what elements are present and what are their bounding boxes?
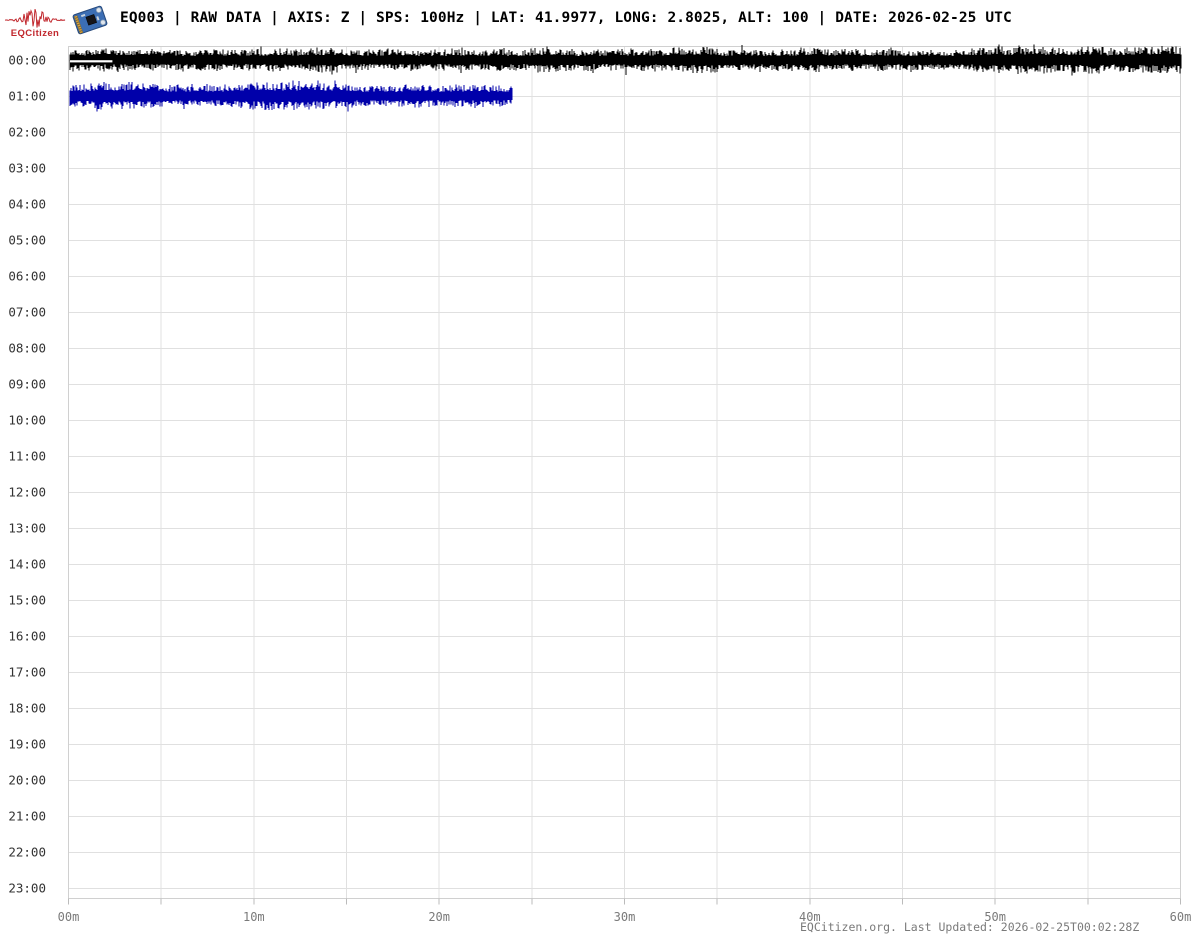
hour-label: 23:00 [8, 881, 46, 896]
x-tick-label: 60m [1170, 910, 1192, 924]
x-axis-ticks [68, 898, 1181, 905]
pcb-component [96, 16, 100, 21]
x-tick-labels: 00m 10m 20m 30m 40m 50m 60m [58, 910, 1192, 924]
hour-label: 11:00 [8, 449, 46, 464]
hour-label: 04:00 [8, 197, 46, 212]
hour-label: 19:00 [8, 737, 46, 752]
grid-vertical-lines [68, 46, 1181, 899]
hour-label: 01:00 [8, 89, 46, 104]
hour-label: 22:00 [8, 845, 46, 860]
trace-flatline-gap [70, 60, 113, 63]
pcb-sensor-icon [72, 5, 108, 35]
hour-label: 15:00 [8, 593, 46, 608]
x-tick-label: 30m [614, 910, 636, 924]
hour-label: 12:00 [8, 485, 46, 500]
footer-last-updated: EQCitizen.org. Last Updated: 2026-02-25T… [800, 920, 1140, 934]
x-tick-label: 40m [799, 910, 821, 924]
hour-label: 20:00 [8, 773, 46, 788]
hour-label: 13:00 [8, 521, 46, 536]
page-title: EQ003 | RAW DATA | AXIS: Z | SPS: 100Hz … [120, 10, 1012, 26]
hour-label: 18:00 [8, 701, 46, 716]
pcb-mount-hole [100, 19, 106, 26]
hour-label: 21:00 [8, 809, 46, 824]
hour-label: 03:00 [8, 161, 46, 176]
eqcitizen-logo: EQCitizen [4, 9, 66, 39]
seismo-waveform-icon [4, 9, 66, 28]
hour-label: 00:00 [8, 53, 46, 68]
x-tick-label: 50m [984, 910, 1006, 924]
brand-wordmark: EQCitizen [11, 28, 59, 39]
x-tick-label: 00m [58, 910, 80, 924]
x-tick-label: 20m [428, 910, 450, 924]
pcb-chip [85, 14, 97, 26]
hour-label: 17:00 [8, 665, 46, 680]
pcb-pins [73, 15, 84, 34]
hour-label: 14:00 [8, 557, 46, 572]
hour-label: 16:00 [8, 629, 46, 644]
hour-label: 08:00 [8, 341, 46, 356]
hour-label: 05:00 [8, 233, 46, 248]
hour-label: 06:00 [8, 269, 46, 284]
hour-label: 10:00 [8, 413, 46, 428]
hour-label: 09:00 [8, 377, 46, 392]
pcb-component [80, 13, 86, 18]
trace-row-0100 [69, 80, 513, 112]
pcb-mount-hole [95, 7, 102, 13]
hour-label: 07:00 [8, 305, 46, 320]
trace-row-0000 [69, 44, 1182, 76]
hour-label: 02:00 [8, 125, 46, 140]
x-tick-label: 10m [243, 910, 265, 924]
hour-labels: 00:00 01:00 02:00 03:00 04:00 05:00 06:00 07:00… [8, 53, 46, 896]
